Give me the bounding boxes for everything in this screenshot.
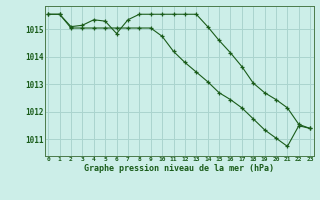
- X-axis label: Graphe pression niveau de la mer (hPa): Graphe pression niveau de la mer (hPa): [84, 164, 274, 173]
